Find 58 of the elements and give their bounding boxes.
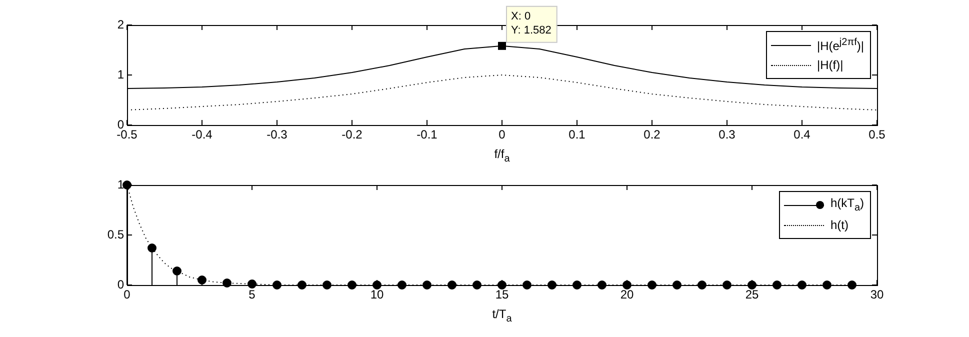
- x-axis-title: t/T$_{a}$: [492, 307, 512, 324]
- point: [722, 280, 732, 290]
- point: [348, 280, 356, 290]
- point: [772, 280, 782, 290]
- x-tick-label: 0.2: [644, 128, 661, 142]
- point: [748, 280, 756, 290]
- y-tick-label: 0: [117, 277, 124, 292]
- point: [522, 280, 532, 290]
- x-tick-label: -0.3: [266, 128, 288, 142]
- legend-label: h(kT$_{a}$): [830, 196, 864, 214]
- point: [248, 280, 256, 288]
- y-tick-label: 1: [117, 67, 124, 82]
- legend-label: h(t): [830, 218, 848, 232]
- point: [398, 280, 406, 290]
- y-tick-label: 1: [117, 177, 124, 192]
- x-tick-label: -0.4: [192, 128, 213, 142]
- point: [572, 280, 582, 290]
- x-tick-label: 15: [495, 288, 509, 302]
- x-tick-label: 0.5: [868, 128, 886, 142]
- x-tick-label: 0.1: [568, 128, 586, 142]
- point: [272, 280, 282, 290]
- legend-label: |H(f)|: [816, 58, 844, 72]
- point: [172, 266, 182, 276]
- x-tick-label: 20: [620, 288, 634, 302]
- point: [672, 280, 682, 290]
- x-tick-label: -0.2: [342, 128, 363, 142]
- y-tick-label: 2: [117, 17, 124, 32]
- point: [198, 276, 206, 284]
- x-tick-label: 25: [745, 288, 759, 302]
- point: [598, 280, 606, 290]
- x-tick-label: 10: [370, 288, 384, 302]
- point: [822, 280, 832, 290]
- x-tick-label: 0.4: [794, 128, 811, 142]
- point: [698, 280, 706, 290]
- point: [798, 280, 806, 290]
- point: [622, 280, 632, 290]
- x-tick-label: -0.1: [416, 128, 438, 142]
- point: [548, 280, 556, 290]
- point: [122, 180, 132, 190]
- point: [298, 280, 306, 290]
- point: [648, 280, 656, 290]
- point: [148, 244, 156, 252]
- point: [472, 280, 482, 290]
- x-tick-label: 5: [248, 288, 256, 302]
- point: [498, 280, 506, 290]
- annotation: X: 0 Y: 1.582: [511, 10, 552, 36]
- x-tick-label: 0: [498, 128, 506, 142]
- point: [322, 280, 332, 290]
- point: [222, 278, 232, 288]
- x-axis-title: f/f$_{a}$: [494, 147, 510, 164]
- x-tick-label: 30: [870, 288, 884, 302]
- point: [422, 280, 432, 290]
- point: [448, 280, 456, 290]
- y-tick-label: 0.5: [107, 227, 124, 242]
- x-tick-label: 0.3: [718, 128, 736, 142]
- legend-label: |H(e$^{j2πf}$)|: [816, 37, 864, 53]
- point: [848, 280, 856, 290]
- point: [372, 280, 382, 290]
